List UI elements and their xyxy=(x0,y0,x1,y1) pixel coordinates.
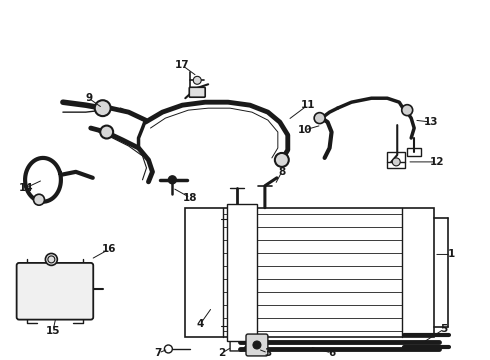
Text: 6: 6 xyxy=(328,348,335,358)
FancyBboxPatch shape xyxy=(17,263,93,320)
Text: 17: 17 xyxy=(175,60,190,70)
Circle shape xyxy=(169,176,176,184)
Bar xyxy=(185,208,434,337)
Text: 11: 11 xyxy=(300,100,315,110)
Circle shape xyxy=(33,194,45,205)
Text: 9: 9 xyxy=(85,93,92,103)
Bar xyxy=(407,148,421,156)
Circle shape xyxy=(48,256,55,263)
Text: 8: 8 xyxy=(278,167,286,177)
Circle shape xyxy=(253,341,261,349)
Text: 7: 7 xyxy=(155,348,162,358)
FancyBboxPatch shape xyxy=(246,334,268,356)
Text: 15: 15 xyxy=(46,326,60,336)
Text: 2: 2 xyxy=(219,348,226,358)
Text: 16: 16 xyxy=(101,244,116,255)
Circle shape xyxy=(46,253,57,265)
Circle shape xyxy=(402,105,413,116)
Text: 12: 12 xyxy=(430,157,444,167)
Bar xyxy=(227,204,257,341)
Text: 13: 13 xyxy=(424,117,439,127)
Text: 4: 4 xyxy=(196,319,204,329)
FancyBboxPatch shape xyxy=(189,87,205,97)
Circle shape xyxy=(100,126,113,139)
Text: 18: 18 xyxy=(183,193,197,203)
Circle shape xyxy=(95,100,111,116)
Circle shape xyxy=(193,76,201,84)
Text: 10: 10 xyxy=(297,125,312,135)
Circle shape xyxy=(314,113,325,123)
Text: 3: 3 xyxy=(264,348,271,358)
Text: 5: 5 xyxy=(441,324,448,334)
Circle shape xyxy=(275,153,289,167)
Text: 14: 14 xyxy=(19,183,33,193)
Text: 1: 1 xyxy=(447,249,455,260)
Bar xyxy=(387,152,405,168)
Circle shape xyxy=(392,158,400,166)
